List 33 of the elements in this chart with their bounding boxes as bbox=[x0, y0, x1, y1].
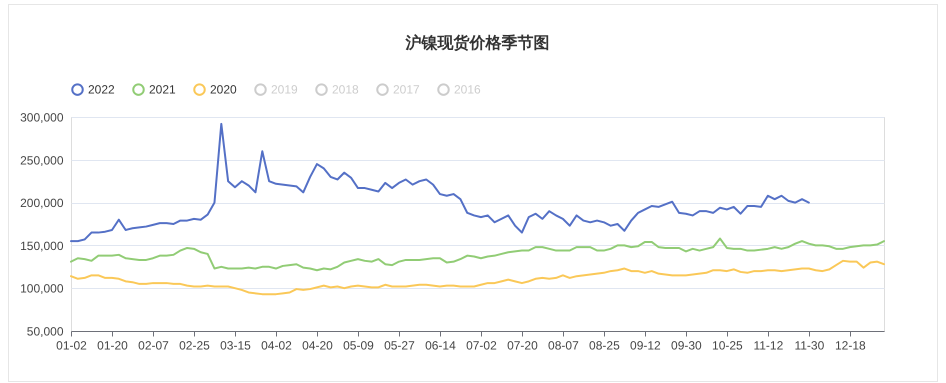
y-tick-label: 150,000 bbox=[20, 238, 64, 253]
x-tick-label: 11-30 bbox=[794, 338, 825, 352]
x-tick-label: 02-07 bbox=[138, 338, 170, 352]
y-tick-label: 100,000 bbox=[20, 282, 64, 296]
x-tick-label: 09-12 bbox=[630, 338, 662, 352]
x-tick-label: 04-02 bbox=[261, 338, 292, 352]
x-tick-label: 01-02 bbox=[56, 338, 88, 352]
y-tick-label: 50,000 bbox=[26, 324, 64, 338]
x-tick-label: 09-30 bbox=[671, 338, 702, 352]
x-tick-label: 05-09 bbox=[343, 338, 374, 352]
line-series bbox=[70, 122, 810, 242]
x-tick-label: 03-15 bbox=[220, 338, 252, 352]
line-series bbox=[70, 260, 885, 296]
x-tick-label: 12-18 bbox=[834, 338, 866, 352]
x-tick-label: 11-12 bbox=[753, 338, 784, 352]
legend-label: 2020 bbox=[210, 82, 238, 97]
legend-label: 2021 bbox=[149, 82, 176, 97]
x-tick-label: 06-14 bbox=[425, 338, 456, 352]
y-tick-label: 300,000 bbox=[20, 110, 64, 124]
y-tick-label: 200,000 bbox=[20, 196, 64, 210]
x-tick-label: 04-20 bbox=[302, 338, 334, 352]
x-tick-label: 02-25 bbox=[179, 338, 210, 352]
x-tick-label: 07-20 bbox=[507, 338, 538, 352]
line-series bbox=[70, 238, 885, 272]
x-tick-label: 01-20 bbox=[97, 338, 128, 352]
x-tick-label: 10-25 bbox=[712, 338, 744, 352]
x-tick-label: 08-25 bbox=[589, 338, 620, 352]
x-tick-label: 08-07 bbox=[548, 338, 580, 352]
legend-label: 2022 bbox=[88, 82, 116, 97]
x-tick-label: 07-02 bbox=[466, 338, 498, 352]
y-tick-label: 250,000 bbox=[20, 153, 64, 168]
chart-title: 沪镍现货价格季节图 bbox=[404, 33, 550, 52]
x-tick-label: 05-27 bbox=[384, 338, 416, 352]
